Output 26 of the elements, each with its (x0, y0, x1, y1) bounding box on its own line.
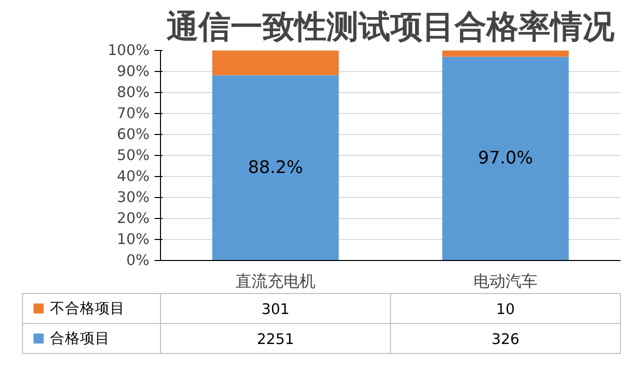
text: 10 (496, 301, 515, 318)
text: 326 (492, 331, 520, 348)
y-tick-label: 20% (116, 210, 150, 227)
legend-label: 合格项目 (50, 330, 110, 347)
y-tick-label: 30% (116, 189, 150, 206)
y-tick-label: 70% (116, 105, 150, 122)
y-tick-label: 60% (116, 126, 150, 143)
x-tick-label: 电动汽车 (474, 272, 538, 290)
y-tick-label: 10% (116, 231, 150, 248)
data-label: 88.2% (248, 158, 304, 178)
text: 2251 (256, 331, 294, 348)
y-tick-label: 90% (116, 63, 150, 80)
data-label: 97.0% (478, 148, 534, 169)
text: 301 (262, 301, 290, 318)
chart-title: 通信一致性测试项目合格率情况 (166, 8, 616, 46)
bar (442, 56, 569, 260)
y-tick-label: 40% (116, 168, 150, 185)
bar (442, 50, 569, 57)
x-tick-label: 直流充电机 (236, 272, 316, 290)
bar (212, 75, 339, 260)
legend-label: 不合格项目 (50, 300, 126, 317)
y-tick-label: 50% (116, 147, 150, 164)
y-tick-label: 80% (116, 84, 150, 101)
y-tick-label: 0% (126, 252, 150, 269)
bar (212, 50, 339, 76)
y-tick-label: 100% (108, 42, 150, 59)
